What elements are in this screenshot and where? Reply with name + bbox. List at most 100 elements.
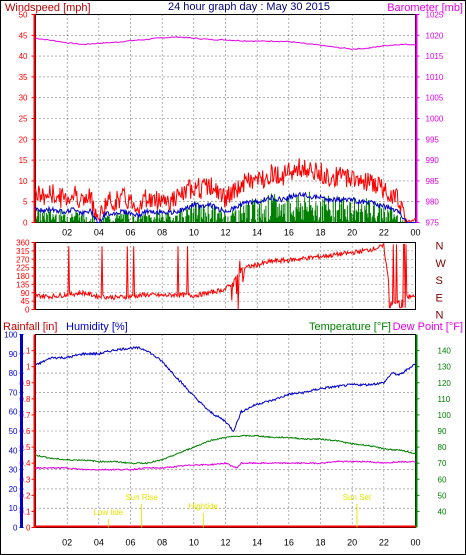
x-tick-label: 18 [315,538,325,548]
left-tick-label: 270 [16,255,30,264]
x-tick-label: 18 [315,228,325,238]
x-tick-label: 16 [284,228,294,238]
humidity-tick-label: 80 [9,369,18,378]
dewpoint-series-line [35,460,416,471]
left-tick-label: 45 [19,31,28,40]
x-tick-label: 00 [410,228,420,238]
x-tick-label: 20 [347,228,357,238]
annotation-label: Sun Set [343,493,372,502]
right-tick-label: 1015 [426,52,444,61]
x-tick-label: 00 [410,538,420,548]
right-tick-label: 995 [426,135,440,144]
compass-label: N [436,310,444,322]
left-tick-label: 30 [19,94,28,103]
rainfall-tick-label: 0.3 [19,475,31,484]
temperature-tick-label: 130 [438,363,452,372]
humidity-tick-label: 0 [13,524,18,533]
humidity-axis-title: Humidity [%] [66,321,128,333]
temperature-tick-label: 120 [438,379,452,388]
x-tick-label: 10 [189,538,199,548]
x-tick-label: 04 [94,538,104,548]
left-tick-label: 135 [16,280,30,289]
wind-barometer-panel: 0510152025303540455097598098599099510001… [19,11,444,238]
humidity-tick-label: 20 [9,485,18,494]
dewpoint-axis-title: Dew Point [°F] [393,321,463,333]
x-tick-label: 12 [220,228,230,238]
rainfall-tick-label: 1 [26,363,31,372]
humidity-series-line [35,346,416,432]
left-tick-label: 0 [25,306,30,315]
rainfall-tick-label: 0.4 [19,459,31,468]
x-tick-label: 16 [284,538,294,548]
temperature-tick-label: 60 [438,475,447,484]
rainfall-tick-label: 0.7 [19,411,31,420]
compass-label: E [436,292,443,304]
temperature-tick-label: 100 [438,411,452,420]
right-tick-label: 980 [426,198,440,207]
humidity-tick-label: 100 [4,331,18,340]
x-tick-label: 14 [252,228,262,238]
left-tick-label: 360 [16,239,30,248]
left-tick-label: 45 [21,297,30,306]
x-tick-label: 22 [379,538,389,548]
rainfall-tick-label: 0.9 [19,379,31,388]
left-tick-label: 10 [19,177,28,186]
rainfall-tick-label: 1.1 [19,347,31,356]
x-tick-label: 02 [62,538,72,548]
rainfall-tick-label: 0.2 [19,491,31,500]
x-tick-label: 04 [94,228,104,238]
rainfall-tick-label: 0 [26,524,31,533]
humidity-temperature-panel: 010203040506070809010000.10.20.30.40.50.… [4,331,451,533]
rainfall-tick-label: 0.1 [19,507,31,516]
humidity-tick-label: 70 [9,388,18,397]
x-tick-label: 06 [125,538,135,548]
temperature-tick-label: 70 [438,459,447,468]
x-tick-label: 02 [62,228,72,238]
x-tick-label: 14 [252,538,262,548]
left-tick-label: 35 [19,73,28,82]
left-tick-label: 180 [16,272,30,281]
left-tick-label: 315 [16,247,30,256]
windspeed-axis-title: Windspeed [mph] [5,2,91,14]
humidity-tick-label: 60 [9,408,18,417]
right-tick-label: 1000 [426,115,444,124]
right-tick-label: 1010 [426,73,444,82]
barometer-axis-title: Barometer [mb] [387,2,463,14]
annotation-label: Sun Rise [125,493,158,502]
left-tick-label: 20 [19,135,28,144]
x-tick-label: 06 [125,228,135,238]
windspeed-series-line [35,158,416,224]
annotation-label: Low tide [93,508,123,517]
compass-label: S [436,275,443,287]
rainfall-tick-label: 0.5 [19,443,31,452]
x-tick-label: 22 [379,228,389,238]
wind-gust-green-bars [35,191,406,223]
temperature-axis-title: Temperature [°F] [309,321,391,333]
x-tick-label: 12 [220,538,230,548]
left-tick-label: 15 [19,156,28,165]
x-tick-label: 08 [157,228,167,238]
humidity-tick-label: 90 [9,350,18,359]
rainfall-axis-title: Rainfall [in] [3,321,57,333]
humidity-tick-label: 50 [9,427,18,436]
left-tick-label: 25 [19,115,28,124]
temperature-tick-label: 50 [438,491,447,500]
temperature-series-line [35,434,416,465]
annotation-label: Hightide [189,502,219,511]
barometer-series-line [35,36,416,50]
right-tick-label: 1025 [426,11,444,20]
left-tick-label: 50 [19,11,28,20]
left-tick-label: 40 [19,52,28,61]
humidity-tick-label: 40 [9,446,18,455]
right-tick-label: 975 [426,219,440,228]
x-tick-label: 08 [157,538,167,548]
temperature-tick-label: 110 [438,395,451,404]
rainfall-tick-label: 0.8 [19,395,31,404]
left-tick-label: 225 [16,264,30,273]
temperature-tick-label: 80 [438,443,447,452]
compass-label: N [436,241,444,253]
right-tick-label: 1005 [426,94,444,103]
